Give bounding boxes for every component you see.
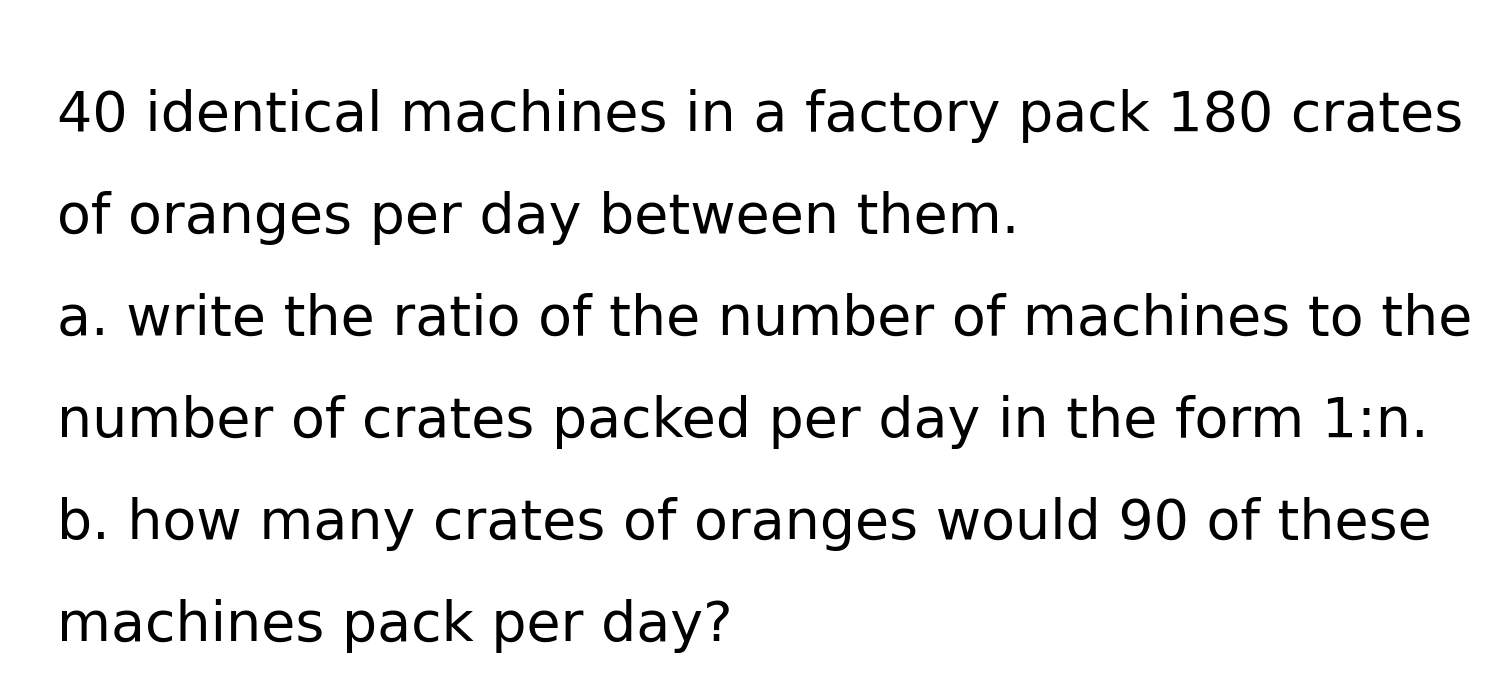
Text: a. write the ratio of the number of machines to the: a. write the ratio of the number of mach…	[57, 293, 1473, 347]
Text: of oranges per day between them.: of oranges per day between them.	[57, 191, 1020, 245]
Text: b. how many crates of oranges would 90 of these: b. how many crates of oranges would 90 o…	[57, 497, 1431, 550]
Text: 40 identical machines in a factory pack 180 crates: 40 identical machines in a factory pack …	[57, 89, 1462, 143]
Text: machines pack per day?: machines pack per day?	[57, 599, 732, 652]
Text: number of crates packed per day in the form 1:n.: number of crates packed per day in the f…	[57, 395, 1428, 449]
